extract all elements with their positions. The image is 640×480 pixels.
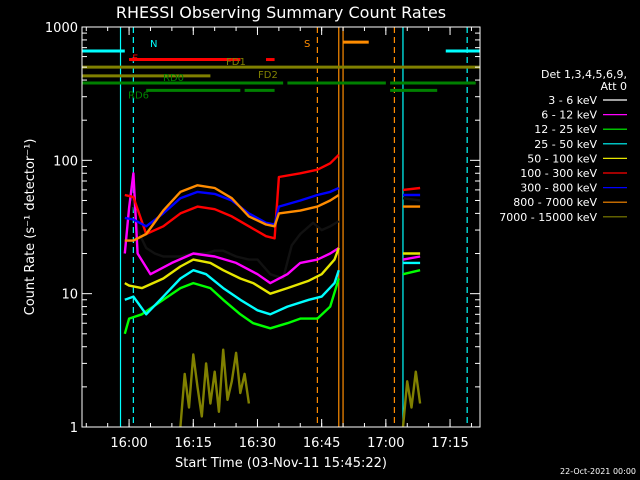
x-tick-label-5: 17:15 [431,436,468,451]
series-line-5-1 [402,186,421,192]
series-line-7-0 [124,184,340,242]
legend-label-2: 12 - 25 keV [534,123,597,136]
series-line-2-1 [402,269,421,276]
x-tick-label-0: 16:00 [110,436,147,451]
chart-title: RHESSI Observing Summary Count Rates [116,3,446,22]
series-lines [123,153,422,428]
y-tick-label-3: 1000 [45,21,78,36]
y-tick-label-2: 100 [53,154,78,169]
footer-timestamp: 22-Oct-2021 00:00 [560,467,636,476]
x-tick-label-1: 16:15 [175,436,212,451]
flag-label-rd6: RD6 [128,90,149,101]
legend-label-1: 6 - 12 keV [541,109,597,122]
series-line-0-0 [128,197,340,280]
series-line-4-0 [124,247,340,295]
legend-header-1: Att 0 [601,80,627,93]
legend-label-5: 100 - 300 keV [520,167,597,180]
y-tick-label-0: 1 [70,421,78,436]
x-axis-label: Start Time (03-Nov-11 15:45:22) [175,456,387,471]
y-tick-label-1: 10 [61,288,78,303]
flag-label-s: S [304,39,310,50]
legend-label-4: 50 - 100 keV [527,152,597,165]
flag-label-rd0: RD0 [163,73,184,84]
series-line-8-0 [179,348,251,428]
series-line-3-0 [124,269,340,316]
legend-label-6: 300 - 800 keV [520,182,597,195]
series-line-8-1 [401,370,422,428]
flag-label-fd1: FD1 [226,57,246,68]
legend-label-0: 3 - 6 keV [548,94,597,107]
series-line-1-0 [123,172,340,285]
y-axis-label: Count Rate (s⁻¹ detector⁻¹) [23,139,38,316]
legend-label-8: 7000 - 15000 keV [499,211,597,224]
series-line-1-1 [402,255,421,261]
y-axis-ticks: 1 10 100 1000 [45,21,480,436]
x-tick-label-4: 17:00 [367,436,404,451]
legend-header-0: Det 1,3,4,5,6,9, [541,68,627,81]
legend: Det 1,3,4,5,6,9,Att 0 3 - 6 keV 6 - 12 keV… [499,68,627,224]
flag-label-f: F [132,54,138,65]
flag-label-n: N [150,39,157,50]
x-tick-label-3: 16:45 [303,436,340,451]
series-line-5-0 [124,153,340,240]
x-tick-label-2: 16:30 [239,436,276,451]
series-line-0-1 [402,197,421,202]
legend-label-7: 800 - 7000 keV [513,196,597,209]
vertical-markers [119,27,468,427]
series-line-2-0 [123,278,340,335]
flag-bars: N S F FD1 FD2 RD0 RD6 [82,39,480,101]
legend-label-3: 25 - 50 keV [534,138,597,151]
plot-frame [81,26,481,428]
flag-label-fd2: FD2 [258,70,278,81]
x-axis-ticks: 16:00 16:15 16:30 16:45 17:00 17:15 [85,27,472,451]
